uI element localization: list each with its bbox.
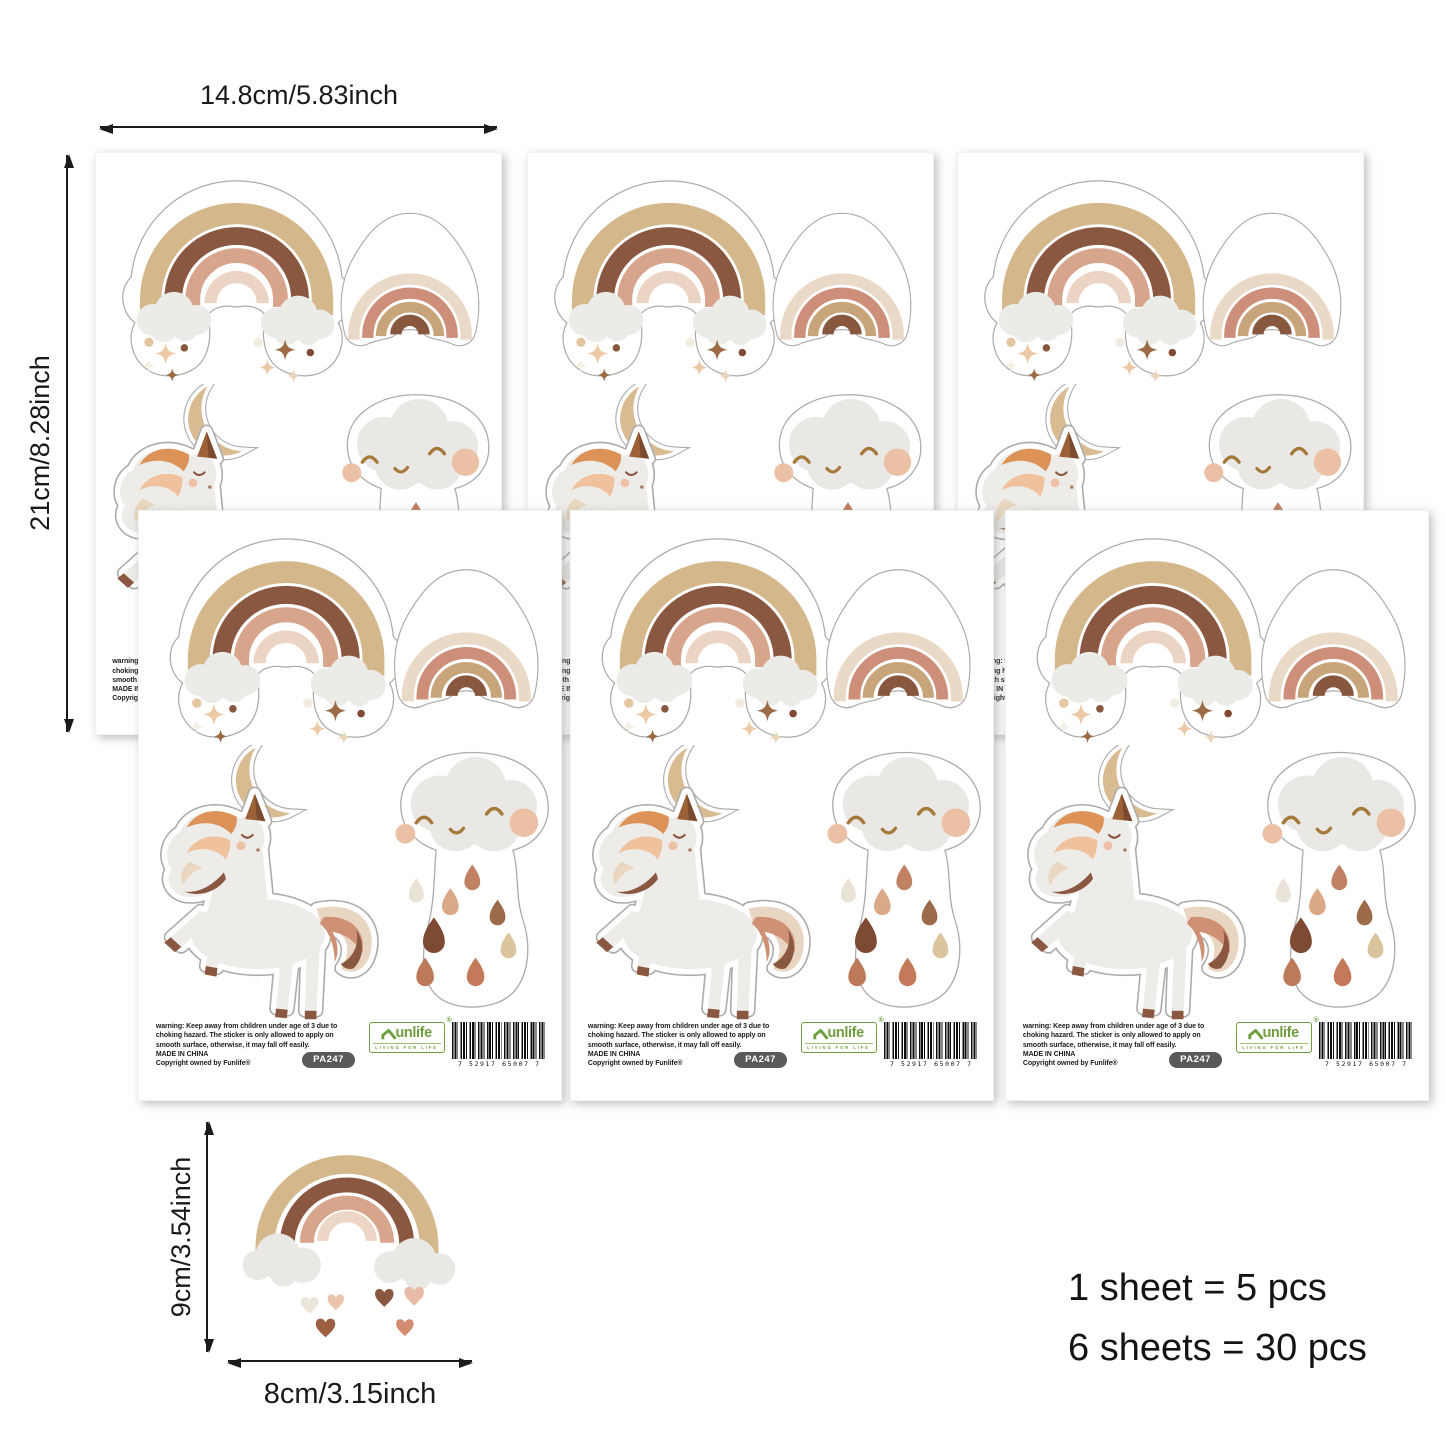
registered-mark: ® <box>446 1017 452 1025</box>
unicorn-sticker <box>141 785 407 1024</box>
sku-badge: PA247 <box>1169 1051 1222 1069</box>
sticker-height-label: 9cm/3.54inch <box>166 1156 196 1318</box>
big-rainbow-sticker <box>150 517 422 750</box>
small-rainbow-sticker <box>816 553 981 721</box>
small-rainbow-sticker <box>763 195 921 361</box>
small-rainbow-sticker <box>331 195 489 361</box>
barcode-bars <box>452 1022 547 1060</box>
sticker-width-label: 8cm/3.15inch <box>263 1378 437 1410</box>
small-rainbow-sticker <box>1193 195 1351 361</box>
made-in-text: MADE IN CHINA <box>1022 1050 1076 1058</box>
barcode-digits: 7 52917 65007 7 <box>457 1060 541 1069</box>
sheet-label-strip: warning: Keep away from children under a… <box>1022 1017 1414 1090</box>
warning-block: warning: Keep away from children under a… <box>587 1022 787 1069</box>
funlife-logo: ® unlife LIVING FOR LIFE <box>368 1017 452 1054</box>
funlife-logo: ® unlife LIVING FOR LIFE <box>800 1017 884 1054</box>
big-rainbow-sticker <box>582 517 854 750</box>
barcode: 7 52917 65007 7 <box>1319 1022 1414 1069</box>
big-rainbow-sticker <box>106 159 367 388</box>
barcode-bars <box>884 1022 979 1060</box>
logo-tagline: LIVING FOR LIFE <box>1239 1042 1308 1050</box>
registered-mark: ® <box>1313 1017 1319 1025</box>
brand-text: unlife <box>395 1025 432 1042</box>
barcode-digits: 7 52917 65007 7 <box>889 1060 973 1069</box>
copyright-text: Copyright owned by Funlife® <box>1022 1060 1118 1068</box>
hearts-rainbow-sticker <box>235 1122 459 1344</box>
sheet-height-arrow <box>64 154 74 733</box>
sticker-height-arrow <box>204 1121 214 1353</box>
big-rainbow-sticker <box>538 159 799 388</box>
logo-wordmark: unlife <box>1240 1026 1308 1041</box>
rain-cloud-sticker <box>390 741 555 1021</box>
made-in-text: MADE IN CHINA <box>587 1050 641 1058</box>
pcs-info: 1 sheet = 5 pcs 6 sheets = 30 pcs <box>1068 1258 1367 1378</box>
copyright-text: Copyright owned by Funlife® <box>587 1060 683 1068</box>
pcs-line-1: 1 sheet = 5 pcs <box>1068 1267 1327 1309</box>
sheet-width-arrow <box>99 124 498 134</box>
pcs-line-2: 6 sheets = 30 pcs <box>1068 1327 1367 1369</box>
brand-text: unlife <box>827 1025 864 1042</box>
barcode: 7 52917 65007 7 <box>884 1022 979 1069</box>
warning-block: warning: Keep away from children under a… <box>155 1022 355 1069</box>
barcode-bars <box>1319 1022 1414 1060</box>
barcode-digits: 7 52917 65007 7 <box>1324 1060 1408 1069</box>
sticker-sheet-5: warning: Keep away from children under a… <box>570 510 994 1101</box>
made-in-text: MADE IN CHINA <box>974 686 1027 693</box>
sheet-width-label: 14.8cm/5.83inch <box>199 80 399 110</box>
sku-badge: PA247 <box>302 1051 355 1069</box>
unicorn-sticker <box>1008 785 1274 1024</box>
sticker-width-arrow <box>227 1358 473 1368</box>
sheet-label-strip: warning: Keep away from children under a… <box>155 1017 547 1090</box>
logo-tagline: LIVING FOR LIFE <box>372 1042 441 1050</box>
warning-text: warning: Keep away from children under a… <box>155 1023 338 1049</box>
house-roof-icon <box>1248 1028 1265 1040</box>
sheet-height-label: 21cm/8.28inch <box>25 355 55 531</box>
big-rainbow-sticker <box>968 159 1229 388</box>
big-rainbow-sticker <box>1017 517 1289 750</box>
warning-block: warning: Keep away from children under a… <box>1022 1022 1222 1069</box>
sticker-sheet-6: warning: Keep away from children under a… <box>1005 510 1429 1101</box>
copyright-text: Copyright owned by Funlife® <box>155 1060 251 1068</box>
registered-mark: ® <box>878 1017 884 1025</box>
sku-badge: PA247 <box>734 1051 787 1069</box>
small-rainbow-sticker <box>1251 553 1416 721</box>
barcode: 7 52917 65007 7 <box>452 1022 547 1069</box>
logo-wordmark: unlife <box>805 1026 873 1041</box>
rain-cloud-sticker <box>822 741 987 1021</box>
logo-wordmark: unlife <box>373 1026 441 1041</box>
sheet-label-strip: warning: Keep away from children under a… <box>587 1017 979 1090</box>
funlife-logo: ® unlife LIVING FOR LIFE <box>1235 1017 1319 1054</box>
rain-cloud-sticker <box>1257 741 1422 1021</box>
unicorn-sticker <box>573 785 839 1024</box>
house-roof-icon <box>813 1028 830 1040</box>
house-roof-icon <box>381 1028 398 1040</box>
small-rainbow-sticker <box>384 553 549 721</box>
sticker-sheet-4: warning: Keep away from children under a… <box>138 510 562 1101</box>
made-in-text: MADE IN CHINA <box>155 1050 209 1058</box>
warning-text: warning: Keep away from children under a… <box>1022 1023 1205 1049</box>
warning-text: warning: Keep away from children under a… <box>587 1023 770 1049</box>
brand-text: unlife <box>1262 1025 1299 1042</box>
logo-tagline: LIVING FOR LIFE <box>804 1042 873 1050</box>
